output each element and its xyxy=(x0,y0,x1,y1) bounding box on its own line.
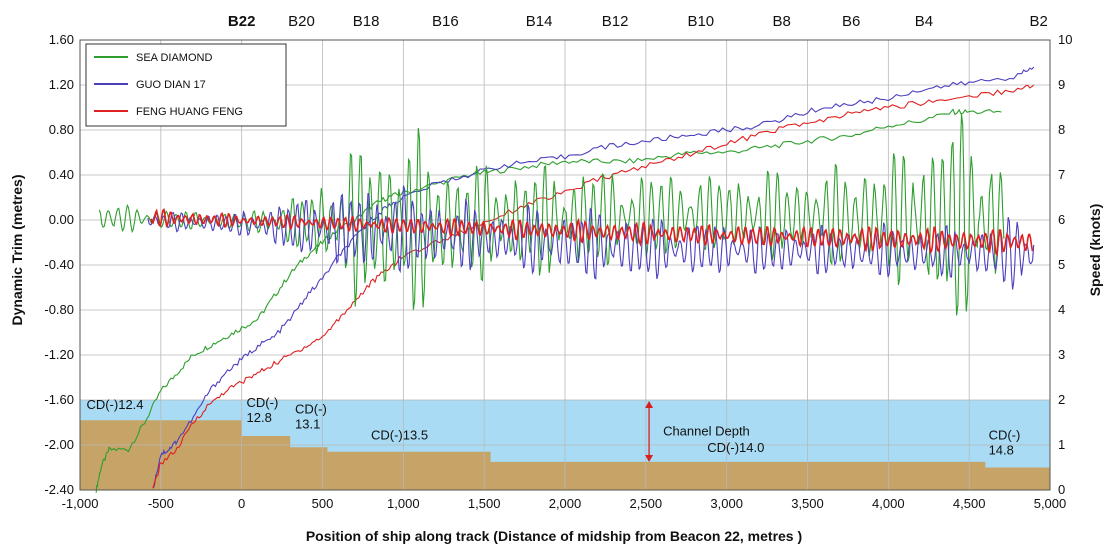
legend-label-sea-diamond: SEA DIAMOND xyxy=(136,52,212,64)
y-left-tick-label-1-2: 1.20 xyxy=(49,77,74,92)
y-right-tick-label-10: 10 xyxy=(1058,32,1072,47)
y-right-tick-label-5: 5 xyxy=(1058,257,1065,272)
beacon-labels: B22 B20 B18 B16 B14 B12 B10 B8 B6 B4 B2 xyxy=(228,13,1048,30)
y-right-tick-label-3: 3 xyxy=(1058,347,1065,362)
legend-label-feng-huang-feng: FENG HUANG FENG xyxy=(136,106,243,118)
y-left-tick-label-minus-2-4: -2.40 xyxy=(44,482,74,497)
depth-label-cd-14-0: CD(-)14.0 xyxy=(707,440,764,455)
x-tick-label-4000: 4,000 xyxy=(872,496,905,511)
depth-label-cd-13-5: CD(-)13.5 xyxy=(371,427,428,442)
beacon-label-b6: B6 xyxy=(842,13,860,30)
y-right-tick-label-9: 9 xyxy=(1058,77,1065,92)
y-right-tick-label-6: 6 xyxy=(1058,212,1065,227)
x-tick-label-500: 500 xyxy=(312,496,334,511)
beacon-label-b10: B10 xyxy=(687,13,714,30)
beacon-label-b20: B20 xyxy=(288,13,315,30)
x-tick-label-3000: 3,000 xyxy=(710,496,743,511)
y-left-tick-label-1-6: 1.60 xyxy=(49,32,74,47)
trim-curves xyxy=(99,114,1033,315)
depth-label-cd-12-4: CD(-)12.4 xyxy=(86,397,143,412)
y-right-tick-label-2: 2 xyxy=(1058,392,1065,407)
x-tick-label-3500: 3,500 xyxy=(791,496,824,511)
y-right-tick-label-7: 7 xyxy=(1058,167,1065,182)
beacon-label-b16: B16 xyxy=(432,13,459,30)
beacon-label-b8: B8 xyxy=(772,13,790,30)
y-left-tick-label-0-8: 0.80 xyxy=(49,122,74,137)
y-axis-title-right: Speed (knots) xyxy=(1087,204,1103,297)
y-left-tick-label-minus-1-2: -1.20 xyxy=(44,347,74,362)
channel-depth-label: Channel Depth xyxy=(663,424,750,439)
y-left-tick-label-minus-0-8: -0.80 xyxy=(44,302,74,317)
legend: SEA DIAMOND GUO DIAN 17 FENG HUANG FENG xyxy=(86,44,286,126)
beacon-label-b22: B22 xyxy=(228,13,256,30)
y-right-tick-label-0: 0 xyxy=(1058,482,1065,497)
x-tick-label-4500: 4,500 xyxy=(953,496,986,511)
y-right-tick-label-1: 1 xyxy=(1058,437,1065,452)
x-tick-label-minus-1000: -1,000 xyxy=(62,496,99,511)
beacon-label-b14: B14 xyxy=(526,13,553,30)
y-left-tick-label-0: 0.00 xyxy=(49,212,74,227)
y-right-tick-label-4: 4 xyxy=(1058,302,1065,317)
x-tick-label-5000: 5,000 xyxy=(1034,496,1067,511)
y-left-tick-label-0-4: 0.40 xyxy=(49,167,74,182)
beacon-label-b12: B12 xyxy=(602,13,629,30)
x-tick-label-1500: 1,500 xyxy=(468,496,501,511)
x-tick-label-2000: 2,000 xyxy=(549,496,582,511)
y-left-tick-label-minus-0-4: -0.40 xyxy=(44,257,74,272)
x-tick-label-2500: 2,500 xyxy=(630,496,663,511)
x-tick-label-1000: 1,000 xyxy=(387,496,420,511)
x-tick-label-minus-500: -500 xyxy=(148,496,174,511)
y-left-tick-label-minus-1-6: -1.60 xyxy=(44,392,74,407)
x-axis-title: Position of ship along track (Distance o… xyxy=(306,528,802,544)
x-tick-label-0: 0 xyxy=(238,496,245,511)
y-right-tick-label-8: 8 xyxy=(1058,122,1065,137)
beacon-label-b4: B4 xyxy=(915,13,933,30)
y-left-tick-label-minus-2: -2.00 xyxy=(44,437,74,452)
y-axis-title-left: Dynamic Trim (metres) xyxy=(9,175,25,326)
beacon-label-b18: B18 xyxy=(353,13,380,30)
legend-label-guo-dian-17: GUO DIAN 17 xyxy=(136,79,206,91)
beacon-label-b2: B2 xyxy=(1030,13,1048,30)
